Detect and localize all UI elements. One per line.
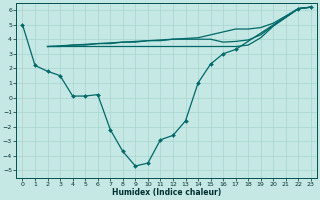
X-axis label: Humidex (Indice chaleur): Humidex (Indice chaleur) <box>112 188 221 197</box>
